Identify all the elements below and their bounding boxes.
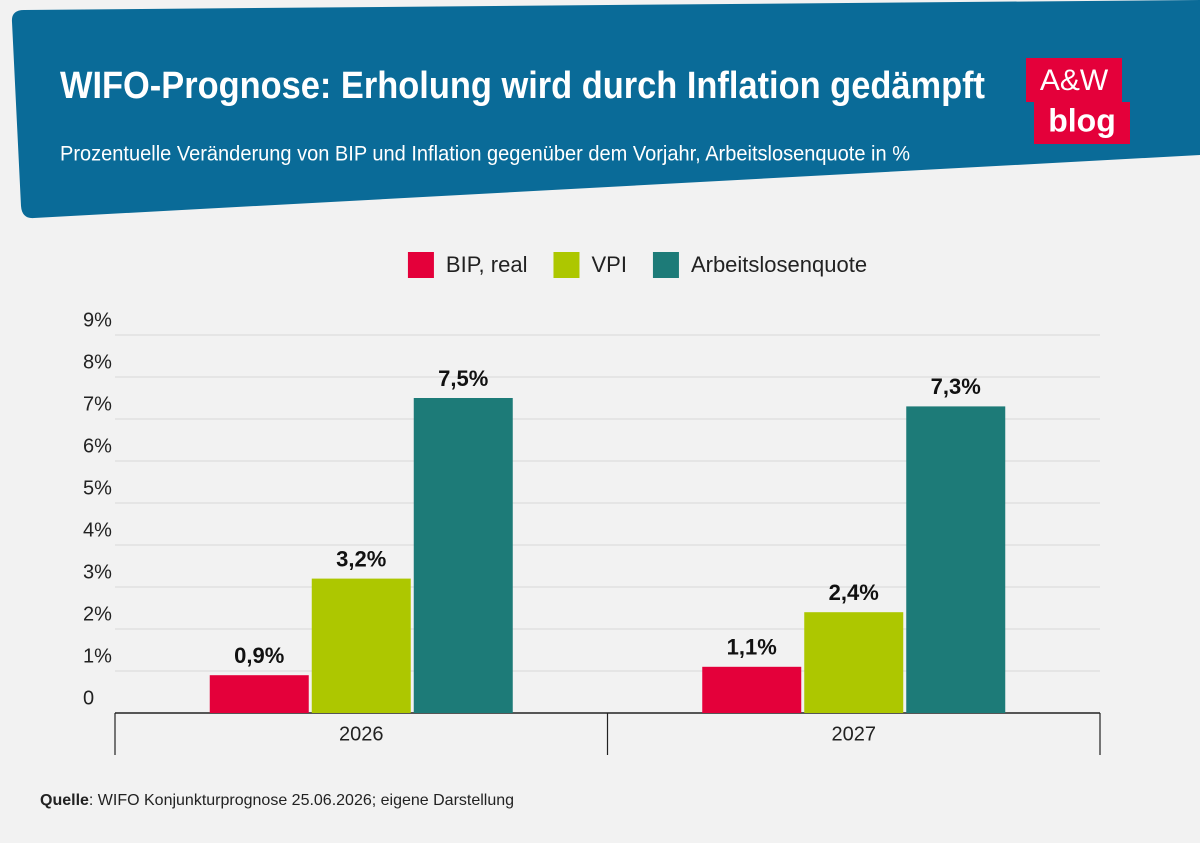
- value-label: 7,3%: [931, 374, 981, 399]
- value-label: 2,4%: [829, 580, 879, 605]
- logo-box: [1034, 102, 1130, 144]
- bar: [413, 398, 513, 713]
- y-tick-label: 8%: [83, 351, 112, 373]
- source-label: Quelle: [40, 792, 89, 809]
- chart-title: WIFO-Prognose: Erholung wird durch Infla…: [60, 65, 985, 107]
- logo-box: [1026, 58, 1122, 102]
- x-tick-label: 2027: [832, 723, 877, 745]
- y-tick-label: 0: [83, 687, 94, 709]
- value-label: 0,9%: [234, 643, 284, 668]
- y-tick-label: 6%: [83, 435, 112, 457]
- header-band: [11, 0, 1200, 219]
- bar: [804, 612, 904, 713]
- legend-swatch: [553, 252, 580, 278]
- y-tick-label: 9%: [83, 309, 112, 331]
- legend-swatch: [407, 252, 434, 278]
- y-tick-label: 5%: [83, 477, 112, 499]
- bar: [702, 666, 802, 713]
- logo-text: blog: [1048, 102, 1116, 138]
- bar: [906, 406, 1006, 713]
- y-tick-label: 2%: [83, 603, 112, 625]
- value-label: 3,2%: [336, 546, 386, 571]
- value-label: 1,1%: [727, 635, 777, 660]
- legend-label: BIP, real: [446, 252, 528, 277]
- legend-label: VPI: [591, 252, 626, 277]
- bar: [311, 578, 411, 713]
- chart-subtitle: Prozentuelle Veränderung von BIP und Inf…: [60, 143, 910, 166]
- y-tick-label: 3%: [83, 561, 112, 583]
- source-note: Quelle: WIFO Konjunkturprognose 25.06.20…: [40, 792, 514, 809]
- y-tick-label: 7%: [83, 393, 112, 415]
- y-tick-label: 4%: [83, 519, 112, 541]
- value-label: 7,5%: [438, 366, 488, 391]
- x-tick-label: 2026: [339, 723, 384, 745]
- logo-text: A&W: [1040, 64, 1109, 97]
- legend-label: Arbeitslosenquote: [691, 252, 867, 277]
- bar: [209, 675, 309, 713]
- source-text: : WIFO Konjunkturprognose 25.06.2026; ei…: [89, 792, 514, 809]
- y-tick-label: 1%: [83, 645, 112, 667]
- legend-swatch: [652, 252, 679, 278]
